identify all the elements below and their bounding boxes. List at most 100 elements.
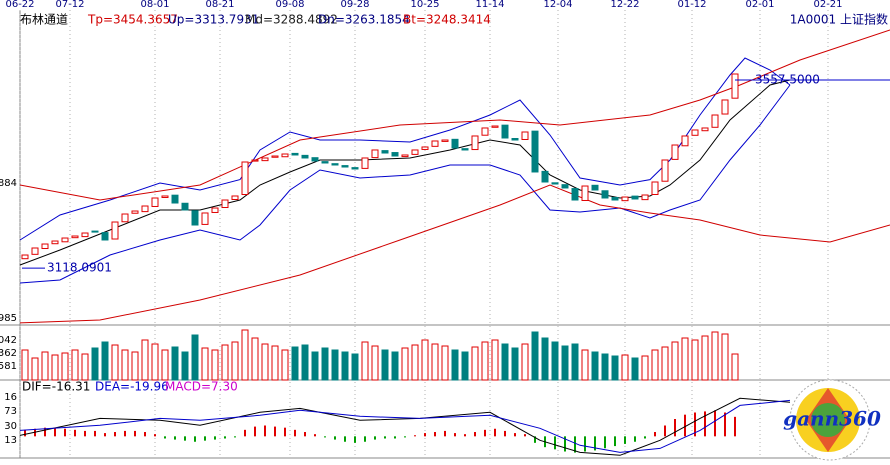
candle xyxy=(491,125,499,128)
line xyxy=(19,397,791,456)
line xyxy=(19,29,890,201)
volume-bar xyxy=(561,345,569,381)
volume-bar xyxy=(21,349,29,381)
volume-bar xyxy=(131,351,139,381)
candle xyxy=(641,194,649,201)
volume-bar xyxy=(151,343,159,381)
candle xyxy=(331,163,339,166)
volume-bar xyxy=(471,346,479,381)
candle xyxy=(151,197,159,207)
candle xyxy=(441,139,449,142)
candle xyxy=(71,235,79,239)
logo-center xyxy=(811,403,845,437)
volume-bar xyxy=(121,349,129,381)
volume-bar xyxy=(511,347,519,381)
candle xyxy=(121,213,129,223)
volume-bar xyxy=(551,341,559,381)
volume-bar xyxy=(441,345,449,381)
volume-bar xyxy=(631,357,639,381)
x-tick-label: 06-22 xyxy=(5,0,34,10)
indicator-value: MACD=7.30 xyxy=(165,380,238,394)
volume-bar xyxy=(591,351,599,381)
axis-label: 042 xyxy=(0,335,17,346)
volume-bar xyxy=(671,341,679,381)
volume-bar xyxy=(681,337,689,381)
x-tick-label: 10-25 xyxy=(410,0,439,10)
volume-bar xyxy=(201,347,209,381)
volume-bar xyxy=(141,339,149,381)
axis-label: 985 xyxy=(0,313,17,324)
volume-bar xyxy=(361,341,369,381)
x-tick-label: 02-21 xyxy=(813,0,842,10)
candle xyxy=(141,205,149,213)
candle xyxy=(681,135,689,147)
volume-bar xyxy=(371,345,379,381)
volume-bar xyxy=(51,354,59,381)
candle xyxy=(31,247,39,255)
line xyxy=(19,399,791,453)
candle xyxy=(541,170,549,183)
volume-bar xyxy=(701,335,709,381)
candle xyxy=(191,210,199,226)
annotation: 3118.0901 xyxy=(47,261,112,275)
candle xyxy=(521,131,529,140)
candle xyxy=(701,127,709,132)
candle xyxy=(251,159,259,162)
volume-bar xyxy=(521,343,529,381)
candle xyxy=(721,99,729,115)
candle xyxy=(551,182,559,185)
volume-bar xyxy=(691,339,699,381)
volume-bar xyxy=(581,349,589,381)
x-tick-label: 01-12 xyxy=(677,0,706,10)
volume-bar xyxy=(531,331,539,381)
volume-bar xyxy=(231,341,239,381)
candle xyxy=(161,195,169,198)
axis-label: 73 xyxy=(4,406,17,417)
annotation: 3557.5000 xyxy=(755,72,820,86)
volume-bar xyxy=(181,351,189,381)
volume-bar xyxy=(101,341,109,381)
candle xyxy=(101,232,109,241)
candle xyxy=(561,184,569,189)
candle xyxy=(451,138,459,149)
axis-label: 362 xyxy=(0,348,17,359)
candle xyxy=(631,195,639,200)
volume-bar xyxy=(381,349,389,381)
candle xyxy=(411,149,419,155)
x-tick-label: 09-28 xyxy=(340,0,369,10)
candle xyxy=(221,199,229,209)
x-tick-label: 12-22 xyxy=(610,0,639,10)
candle xyxy=(361,157,369,169)
line xyxy=(19,57,791,241)
volume-bar xyxy=(461,351,469,381)
candle xyxy=(321,161,329,164)
volume-bar xyxy=(351,353,359,381)
line xyxy=(19,84,791,284)
volume-bar xyxy=(61,352,69,381)
candle xyxy=(271,155,279,158)
volume-bar xyxy=(331,349,339,381)
volume-bar xyxy=(321,347,329,381)
candle xyxy=(651,181,659,195)
volume-bar xyxy=(651,349,659,381)
volume-bar xyxy=(411,344,419,381)
header-item: Md=3288.4892 xyxy=(245,13,338,27)
header-item: Up=3313.7931 xyxy=(168,13,259,27)
volume-bar xyxy=(421,339,429,381)
candle xyxy=(691,129,699,136)
candle xyxy=(21,254,29,260)
candle xyxy=(531,130,539,173)
axis-label: 30 xyxy=(4,421,17,432)
candle xyxy=(501,124,509,139)
x-tick-label: 08-01 xyxy=(140,0,169,10)
x-tick-label: 11-14 xyxy=(475,0,504,10)
symbol: 1A0001 上证指数 xyxy=(790,12,888,27)
candle xyxy=(261,157,269,162)
volume-bar xyxy=(731,353,739,381)
candle xyxy=(211,207,219,213)
candle xyxy=(421,146,429,150)
volume-bar xyxy=(391,351,399,381)
candle xyxy=(621,196,629,202)
candle xyxy=(81,232,89,238)
